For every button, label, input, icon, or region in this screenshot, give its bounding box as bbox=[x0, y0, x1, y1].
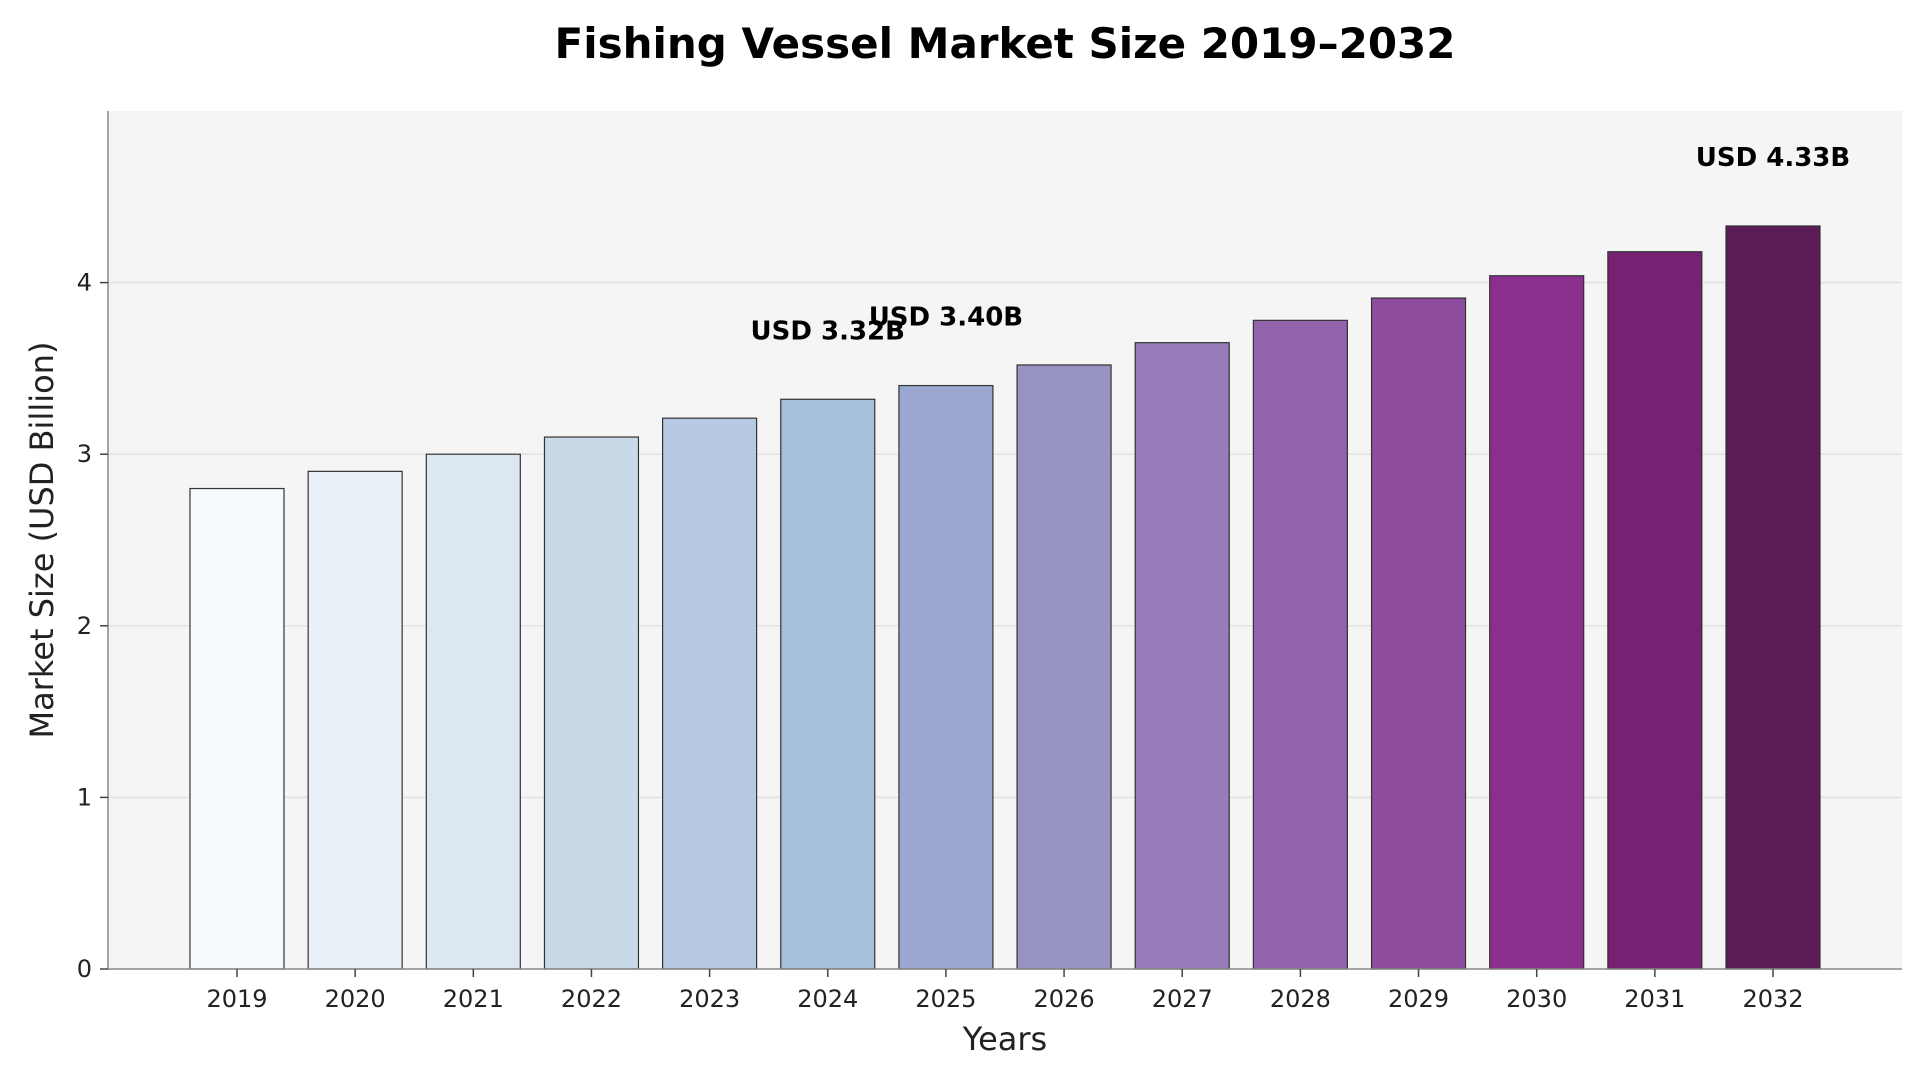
y-tick-label: 1 bbox=[77, 783, 92, 811]
y-tick-label: 4 bbox=[77, 269, 92, 297]
bar-2023 bbox=[662, 417, 758, 970]
axes bbox=[107, 111, 1902, 970]
x-tick-label: 2020 bbox=[325, 985, 386, 1013]
bar-2029 bbox=[1370, 297, 1467, 970]
bar-2025 bbox=[898, 384, 994, 970]
x-tick-label: 2019 bbox=[206, 985, 267, 1013]
data-label-2025: USD 3.40B bbox=[869, 303, 1023, 333]
bar-2027 bbox=[1134, 342, 1230, 970]
bars bbox=[189, 225, 1821, 970]
bar-2020 bbox=[307, 470, 403, 970]
x-tick-label: 2029 bbox=[1388, 985, 1449, 1013]
y-tick-label: 2 bbox=[77, 612, 92, 640]
bar-2030 bbox=[1489, 275, 1585, 970]
x-tick-label: 2032 bbox=[1742, 985, 1803, 1013]
x-tick-label: 2025 bbox=[915, 985, 976, 1013]
x-tick-label: 2024 bbox=[797, 985, 858, 1013]
y-tick-label: 0 bbox=[77, 955, 92, 983]
x-tick-label: 2028 bbox=[1270, 985, 1331, 1013]
chart-title: Fishing Vessel Market Size 2019–2032 bbox=[555, 19, 1456, 68]
x-tick-label: 2023 bbox=[679, 985, 740, 1013]
x-tick-label: 2022 bbox=[561, 985, 622, 1013]
bar-2028 bbox=[1252, 319, 1348, 970]
data-label-2024: USD 3.32B bbox=[751, 316, 905, 346]
x-tick-label: 2030 bbox=[1506, 985, 1567, 1013]
tick-labels: 0 1 2 3 4 2019 2020 2021 2022 2023 2024 2025 2026 202… bbox=[77, 269, 1804, 1013]
y-axis-label: Market Size (USD Billion) bbox=[23, 342, 61, 739]
bar-2022 bbox=[543, 436, 640, 970]
x-tick-label: 2027 bbox=[1152, 985, 1213, 1013]
plot-area bbox=[108, 111, 1902, 969]
bar-2019 bbox=[189, 487, 285, 970]
x-tick-label: 2026 bbox=[1034, 985, 1095, 1013]
bar-2024 bbox=[780, 398, 876, 970]
bar-2031 bbox=[1607, 251, 1703, 970]
bar-2032 bbox=[1725, 225, 1821, 970]
bar-2021 bbox=[425, 453, 521, 970]
gridlines bbox=[108, 281, 1902, 799]
bar-2026 bbox=[1016, 364, 1112, 970]
x-axis-label: Years bbox=[962, 1020, 1047, 1058]
data-label-2032: USD 4.33B bbox=[1696, 143, 1850, 173]
x-tick-label: 2031 bbox=[1624, 985, 1685, 1013]
y-tick-label: 3 bbox=[77, 440, 92, 468]
x-tick-label: 2021 bbox=[443, 985, 504, 1013]
